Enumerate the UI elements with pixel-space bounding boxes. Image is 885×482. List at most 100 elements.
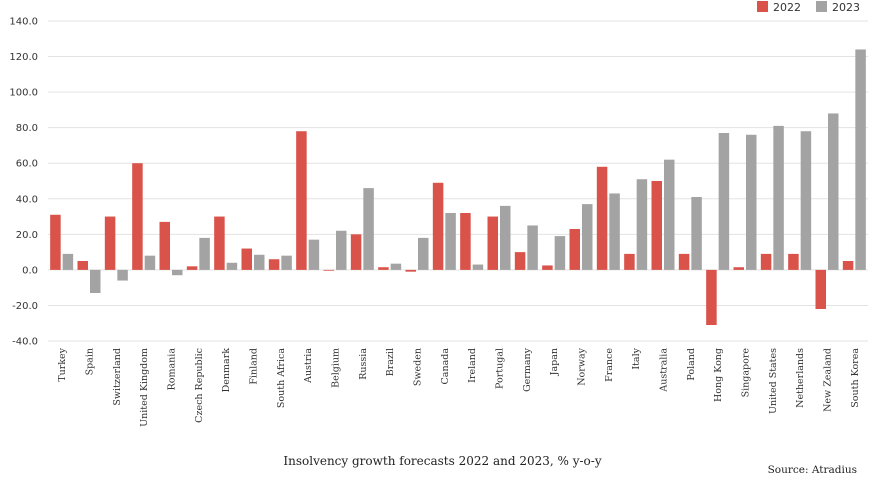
bar-2023-south-korea [855, 49, 866, 270]
bar-2023-japan [554, 236, 566, 270]
bar-2023-austria [308, 239, 320, 270]
x-tick-label: South Korea [850, 348, 861, 408]
x-tick-label: Germany [522, 347, 533, 392]
bar-2022-singapore [733, 267, 744, 270]
y-tick-label: 140.0 [9, 17, 38, 28]
x-tick-label: Hong Kong [713, 348, 724, 402]
bar-2022-poland [678, 253, 690, 270]
bar-2022-new-zealand [815, 269, 826, 309]
bar-2023-netherlands [800, 131, 812, 270]
x-tick-label: Singapore [741, 348, 752, 398]
bar-2023-czech-republic [199, 237, 210, 270]
bar-2023-germany [527, 225, 538, 270]
bar-2022-finland [241, 248, 252, 270]
legend: 2022 2023 [757, 1, 860, 14]
bar-2022-norway [569, 229, 580, 270]
bar-2022-australia [651, 181, 662, 270]
bar-2023-brazil [390, 263, 402, 270]
x-tick-label: Czech Republic [194, 348, 205, 423]
x-axis-ticks: Turkey Spain Switzerland United Kingdom Roma… [57, 347, 861, 426]
x-tick-label: Romania [167, 348, 178, 391]
x-tick-label: Finland [249, 348, 260, 385]
bar-2023-switzerland [117, 269, 128, 281]
legend-swatch-2022 [757, 1, 768, 12]
bar-2022-portugal [487, 216, 498, 270]
y-axis-ticks: -40.0 -20.0 0.0 20.0 40.0 60.0 80.0 100.0 120.0 1… [9, 17, 38, 348]
x-tick-label: Japan [549, 348, 560, 376]
x-tick-label: New Zealand [823, 348, 834, 412]
gridlines [48, 20, 868, 342]
bar-2022-switzerland [104, 216, 116, 270]
bar-2022-united-kingdom [132, 163, 143, 270]
bar-2023-romania [172, 269, 183, 276]
bar-2023-italy [636, 179, 648, 270]
chart-caption: Insolvency growth forecasts 2022 and 202… [283, 454, 602, 468]
bar-2022-brazil [378, 267, 389, 270]
bar-2022-germany [514, 252, 526, 270]
bar-2022-south-africa [268, 259, 280, 270]
y-tick-label: 60.0 [16, 159, 38, 170]
bar-2023-united-states [773, 125, 784, 270]
legend-swatch-2023 [816, 1, 827, 12]
legend-label-2023: 2023 [832, 1, 860, 14]
bar-2023-portugal [500, 205, 511, 270]
bar-2022-united-states [760, 253, 772, 270]
bar-2022-ireland [460, 213, 471, 270]
x-tick-label: Spain [85, 348, 96, 375]
legend-label-2022: 2022 [773, 1, 801, 14]
bar-2022-austria [296, 131, 307, 270]
bar-2023-finland [254, 254, 265, 270]
bar-2022-czech-republic [186, 266, 198, 270]
x-tick-label: Denmark [221, 348, 232, 393]
bar-2022-romania [159, 221, 170, 270]
bar-2022-denmark [214, 216, 225, 270]
bar-2022-sweden [405, 269, 416, 272]
bar-2023-denmark [226, 262, 238, 270]
x-tick-label: Australia [659, 348, 670, 393]
bar-2023-singapore [746, 134, 757, 270]
bar-2022-france [596, 166, 608, 270]
bar-2023-norway [582, 204, 593, 270]
x-tick-label: United States [768, 348, 779, 414]
bar-2023-new-zealand [828, 113, 839, 270]
bars [50, 49, 866, 325]
y-tick-label: 40.0 [16, 194, 38, 205]
x-tick-label: Netherlands [795, 348, 806, 408]
bar-2022-italy [624, 253, 635, 270]
y-tick-label: 80.0 [16, 123, 38, 134]
bar-2023-canada [445, 213, 456, 270]
x-tick-label: France [604, 348, 615, 382]
bar-2022-canada [432, 182, 444, 270]
bar-2023-sweden [418, 237, 429, 270]
bar-2023-russia [363, 188, 374, 270]
source-note: Source: Atradius [767, 464, 857, 476]
bar-2023-spain [90, 269, 101, 293]
x-tick-label: Norway [577, 347, 588, 385]
bar-2023-united-kingdom [144, 255, 156, 270]
y-tick-label: 0.0 [22, 265, 38, 276]
x-tick-label: Poland [686, 348, 697, 381]
y-tick-label: 120.0 [9, 52, 38, 63]
x-tick-label: Sweden [413, 348, 424, 386]
bar-2023-belgium [336, 230, 347, 270]
y-tick-label: -40.0 [12, 337, 38, 348]
x-tick-label: Turkey [57, 347, 68, 381]
bar-2022-spain [77, 261, 88, 270]
bar-2022-belgium [323, 269, 334, 271]
x-tick-label: Italy [631, 347, 642, 369]
x-tick-label: Russia [358, 348, 369, 380]
bar-2022-netherlands [788, 253, 799, 270]
bar-2023-australia [664, 159, 675, 270]
bar-2022-hong-kong [706, 269, 717, 325]
x-tick-label: Canada [440, 348, 451, 385]
bar-2022-south-korea [842, 261, 854, 270]
y-tick-label: -20.0 [12, 301, 38, 312]
x-tick-label: Ireland [467, 348, 478, 383]
x-tick-label: Austria [303, 348, 314, 384]
x-tick-label: South Africa [276, 348, 287, 408]
bar-2022-russia [350, 234, 362, 270]
bar-2022-japan [542, 265, 553, 270]
y-tick-label: 100.0 [9, 88, 38, 99]
bar-2023-france [609, 193, 620, 270]
